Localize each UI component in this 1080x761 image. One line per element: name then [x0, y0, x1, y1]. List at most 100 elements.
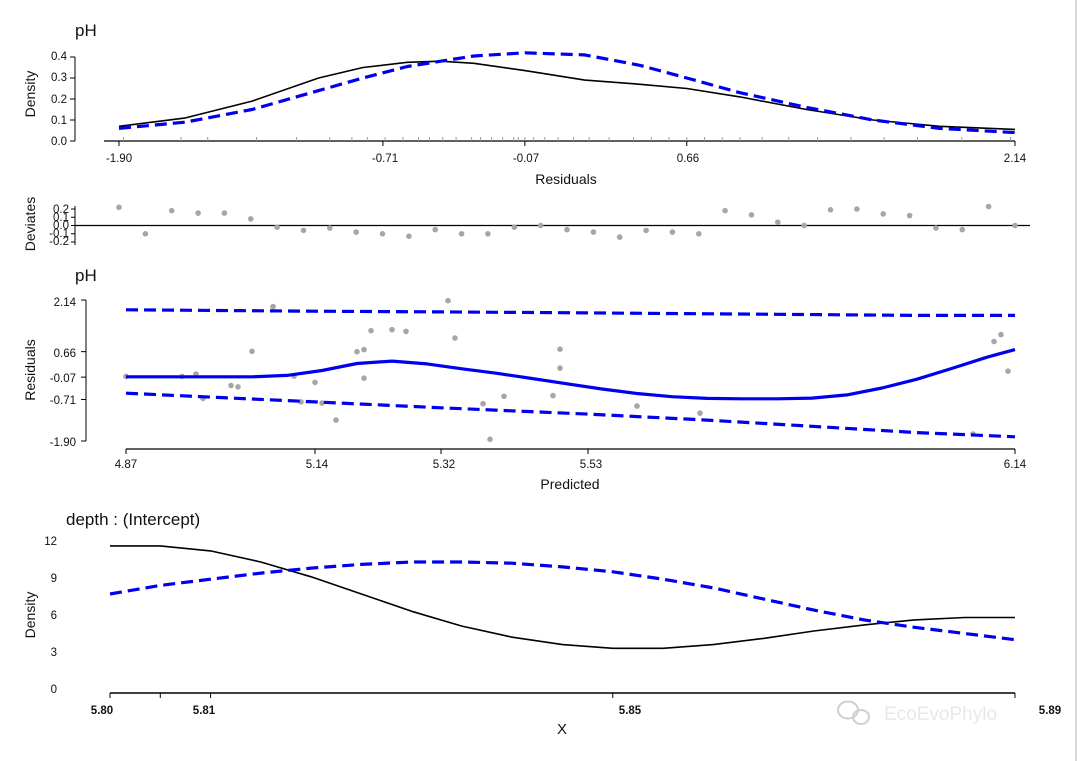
- residual-point: [487, 436, 493, 443]
- residual-point: [249, 348, 255, 355]
- residual-point: [319, 400, 325, 406]
- deviate-point: [458, 231, 465, 237]
- deviate-point: [327, 225, 333, 231]
- y-tick-labels: 0.2 0.1 0.0 -0.1 -0.2: [49, 204, 69, 248]
- watermark: EcoEvoPhylo: [837, 700, 997, 725]
- deviate-point: [616, 234, 623, 240]
- residual-point: [697, 410, 703, 416]
- x-tick-label: 6.14: [1004, 459, 1027, 471]
- deviate-point: [485, 231, 491, 237]
- y-tick-label: -0.07: [50, 373, 76, 385]
- y-tick-label: 0.3: [51, 72, 67, 84]
- y-tick-label: 12: [44, 536, 57, 548]
- y-tick-label: 3: [51, 647, 57, 659]
- y-axis-label: Residuals: [22, 339, 38, 400]
- deviate-point: [801, 222, 807, 229]
- y-tick-label: 9: [51, 573, 57, 585]
- deviate-point: [300, 227, 307, 234]
- x-tick-label: 5.32: [433, 459, 455, 471]
- x-tick-label: -1.90: [106, 153, 132, 165]
- x-tick-label: 4.87: [115, 459, 137, 471]
- residual-point: [361, 346, 367, 353]
- x-tick-labels: -1.90 -0.71 -0.07 0.66 2.14: [106, 153, 1027, 165]
- x-axis-label: Predicted: [540, 476, 599, 492]
- deviate-point: [379, 231, 386, 237]
- y-tick-label: 0.1: [53, 212, 69, 224]
- x-tick-label: 5.81: [193, 705, 216, 717]
- density-residuals-panel: pH Density Residuals 0.0 0.1 0.2 0.3 0.4…: [22, 21, 1027, 187]
- deviate-point: [669, 229, 676, 235]
- deviate-point: [696, 231, 702, 237]
- density-line-observed: [110, 545, 1015, 650]
- density-line-expected: [109, 560, 1016, 642]
- y-tick-label: 0.0: [53, 220, 69, 232]
- y-tick-labels: 0 3 6 9 12: [44, 536, 57, 696]
- residual-point: [998, 331, 1004, 338]
- residual-point: [557, 365, 563, 371]
- residual-point: [1005, 368, 1011, 375]
- deviate-point: [748, 212, 755, 218]
- deviate-point: [537, 222, 544, 229]
- residual-point: [452, 335, 458, 341]
- deviate-point: [195, 210, 201, 216]
- deviate-point: [432, 226, 439, 233]
- residual-point: [557, 346, 563, 353]
- residual-point: [270, 303, 276, 310]
- depth-intercept-panel: depth : (Intercept) Density X 0 3 6 9 12…: [22, 510, 1061, 738]
- watermark-text: EcoEvoPhylo: [884, 704, 997, 725]
- deviate-point: [775, 219, 781, 225]
- deviate-point: [985, 203, 992, 210]
- deviate-point: [353, 229, 360, 235]
- deviate-point: [248, 216, 254, 222]
- deviate-point: [406, 233, 412, 239]
- y-tick-label: -0.1: [49, 228, 69, 240]
- panel-title: pH: [75, 266, 97, 285]
- residual-point: [312, 379, 318, 386]
- y-tick-label: -1.90: [50, 437, 76, 449]
- deviate-point: [274, 224, 280, 230]
- x-tick-label: 5.14: [306, 459, 329, 471]
- density-line-expected: [118, 51, 1016, 135]
- residual-point: [368, 327, 374, 334]
- y-axis-label: Deviates: [22, 197, 38, 251]
- y-tick-labels: 0.0 0.1 0.2 0.3 0.4: [51, 51, 68, 148]
- deviate-point: [722, 207, 728, 214]
- deviates-panel: Deviates 0.2 0.1 0.0 -0.1 -0.2: [22, 197, 1030, 251]
- y-axis-label: Density: [22, 71, 38, 118]
- deviate-point: [854, 206, 860, 212]
- deviate-point: [827, 207, 834, 213]
- x-tick-label: 5.53: [580, 459, 602, 471]
- deviate-point: [1012, 222, 1018, 229]
- deviate-point: [643, 227, 649, 234]
- x-tick-label: 5.85: [619, 705, 642, 717]
- median-quantile-line: [126, 348, 1016, 401]
- y-tick-label: 0.2: [53, 204, 69, 216]
- x-tick-labels: 5.80 5.81 5.85 5.89: [91, 705, 1061, 717]
- deviate-point: [959, 226, 966, 233]
- residual-point: [991, 338, 997, 345]
- x-tick-label: 5.89: [1039, 705, 1061, 717]
- deviate-point: [564, 226, 570, 233]
- residual-point: [480, 400, 486, 407]
- panel-title: depth : (Intercept): [66, 510, 200, 529]
- residual-point: [235, 384, 241, 390]
- deviate-point: [142, 231, 149, 237]
- residual-point: [445, 297, 451, 304]
- residual-point: [361, 375, 367, 382]
- residual-point: [403, 328, 409, 335]
- deviate-point: [221, 210, 228, 216]
- x-tick-label: 2.14: [1004, 153, 1027, 165]
- x-tick-label: 0.66: [677, 153, 699, 165]
- y-tick-label: 0.0: [51, 136, 67, 148]
- y-tick-label: 0.1: [51, 115, 67, 127]
- deviate-point: [116, 204, 122, 211]
- residual-point: [501, 393, 507, 400]
- x-axis-label: X: [557, 721, 567, 738]
- residual-point: [354, 348, 360, 355]
- deviate-point: [906, 212, 913, 219]
- deviate-point: [933, 225, 939, 231]
- y-tick-label: 0: [51, 684, 57, 696]
- y-tick-label: 0.66: [54, 348, 76, 360]
- y-axis-label: Density: [22, 592, 38, 639]
